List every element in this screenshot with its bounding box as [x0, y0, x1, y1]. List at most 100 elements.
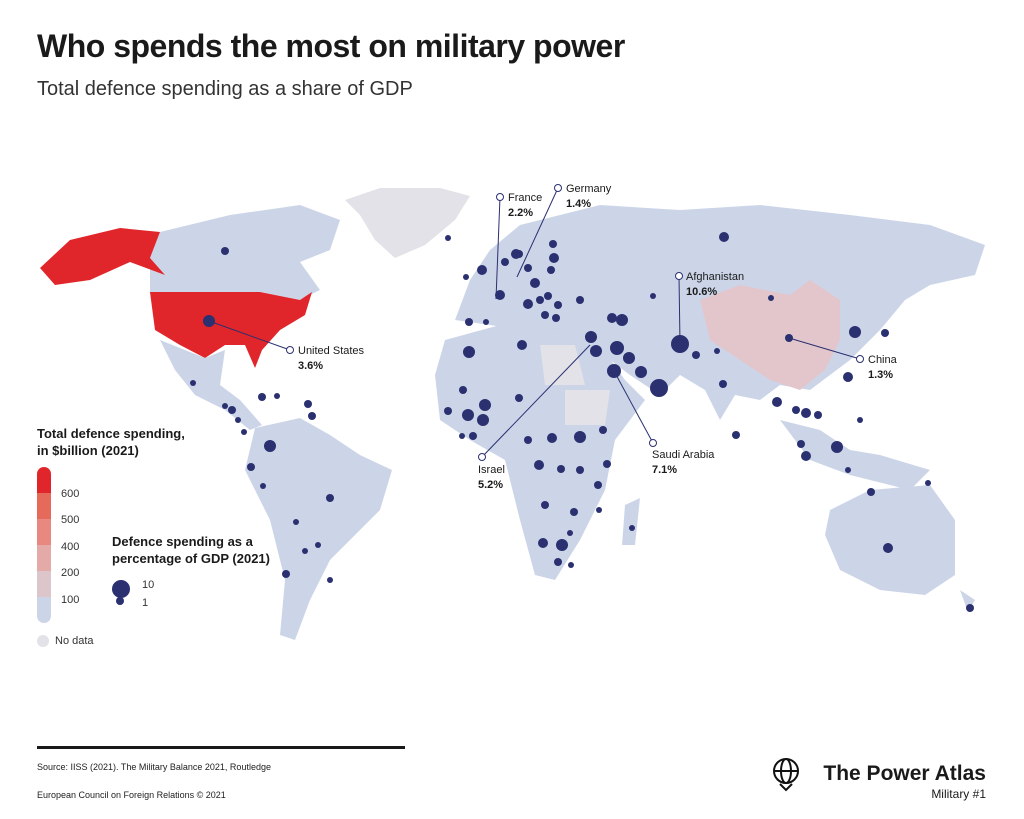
- country-dot[interactable]: [524, 436, 532, 444]
- country-dot[interactable]: [465, 318, 473, 326]
- country-dot[interactable]: [552, 314, 560, 322]
- country-dot[interactable]: [549, 253, 559, 263]
- country-dot[interactable]: [547, 266, 555, 274]
- country-dot[interactable]: [530, 278, 540, 288]
- country-dot[interactable]: [719, 232, 729, 242]
- country-dot[interactable]: [768, 295, 774, 301]
- country-dot[interactable]: [235, 417, 241, 423]
- country-dot[interactable]: [635, 366, 647, 378]
- country-dot[interactable]: [594, 481, 602, 489]
- country-dot[interactable]: [629, 525, 635, 531]
- country-dot[interactable]: [463, 274, 469, 280]
- country-dot[interactable]: [576, 466, 584, 474]
- country-dot[interactable]: [477, 265, 487, 275]
- country-dot[interactable]: [538, 538, 548, 548]
- south-america: [245, 418, 392, 640]
- country-dot[interactable]: [515, 394, 523, 402]
- country-dot[interactable]: [462, 409, 474, 421]
- country-dot[interactable]: [843, 372, 853, 382]
- country-dot[interactable]: [302, 548, 308, 554]
- country-dot[interactable]: [241, 429, 247, 435]
- country-dot[interactable]: [554, 558, 562, 566]
- country-dot[interactable]: [714, 348, 720, 354]
- country-dot[interactable]: [557, 465, 565, 473]
- country-dot[interactable]: [585, 331, 597, 343]
- country-dot[interactable]: [881, 329, 889, 337]
- country-dot[interactable]: [511, 249, 521, 259]
- country-dot[interactable]: [293, 519, 299, 525]
- country-dot[interactable]: [247, 463, 255, 471]
- country-dot[interactable]: [568, 562, 574, 568]
- country-dot[interactable]: [719, 380, 727, 388]
- country-dot[interactable]: [541, 501, 549, 509]
- country-dot[interactable]: [867, 488, 875, 496]
- country-dot[interactable]: [570, 508, 578, 516]
- country-dot[interactable]: [282, 570, 290, 578]
- country-dot[interactable]: [445, 235, 451, 241]
- country-dot[interactable]: [607, 313, 617, 323]
- country-dot[interactable]: [315, 542, 321, 548]
- country-dot[interactable]: [523, 299, 533, 309]
- country-dot[interactable]: [536, 296, 544, 304]
- country-dot[interactable]: [274, 393, 280, 399]
- country-dot[interactable]: [849, 326, 861, 338]
- country-dot[interactable]: [567, 530, 573, 536]
- country-dot[interactable]: [547, 433, 557, 443]
- country-dot[interactable]: [576, 296, 584, 304]
- country-dot[interactable]: [650, 379, 668, 397]
- country-dot[interactable]: [541, 311, 549, 319]
- country-dot[interactable]: [544, 292, 552, 300]
- country-dot[interactable]: [883, 543, 893, 553]
- country-dot[interactable]: [554, 301, 562, 309]
- country-dot[interactable]: [925, 480, 931, 486]
- country-dot[interactable]: [459, 386, 467, 394]
- country-dot[interactable]: [469, 432, 477, 440]
- country-dot[interactable]: [444, 407, 452, 415]
- country-dot[interactable]: [797, 440, 805, 448]
- country-dot[interactable]: [599, 426, 607, 434]
- country-dot[interactable]: [477, 414, 489, 426]
- country-dot[interactable]: [549, 240, 557, 248]
- country-dot[interactable]: [327, 577, 333, 583]
- country-dot[interactable]: [308, 412, 316, 420]
- country-dot[interactable]: [524, 264, 532, 272]
- country-dot[interactable]: [623, 352, 635, 364]
- country-dot[interactable]: [616, 314, 628, 326]
- country-dot[interactable]: [190, 380, 196, 386]
- country-dot[interactable]: [650, 293, 656, 299]
- country-dot[interactable]: [326, 494, 334, 502]
- country-dot[interactable]: [495, 290, 505, 300]
- country-dot[interactable]: [479, 399, 491, 411]
- country-dot[interactable]: [792, 406, 800, 414]
- country-dot[interactable]: [610, 341, 624, 355]
- country-dot[interactable]: [221, 247, 229, 255]
- country-dot[interactable]: [574, 431, 586, 443]
- country-dot[interactable]: [264, 440, 276, 452]
- country-dot[interactable]: [845, 467, 851, 473]
- country-dot[interactable]: [228, 406, 236, 414]
- country-dot[interactable]: [801, 408, 811, 418]
- country-dot[interactable]: [732, 431, 740, 439]
- country-dot[interactable]: [534, 460, 544, 470]
- country-dot[interactable]: [501, 258, 509, 266]
- country-dot[interactable]: [304, 400, 312, 408]
- country-dot[interactable]: [517, 340, 527, 350]
- country-dot[interactable]: [463, 346, 475, 358]
- country-dot[interactable]: [772, 397, 782, 407]
- country-dot[interactable]: [222, 403, 228, 409]
- country-dot[interactable]: [590, 345, 602, 357]
- country-dot[interactable]: [556, 539, 568, 551]
- country-dot[interactable]: [966, 604, 974, 612]
- country-dot[interactable]: [814, 411, 822, 419]
- callout-line: [678, 275, 681, 345]
- country-dot[interactable]: [831, 441, 843, 453]
- country-dot[interactable]: [258, 393, 266, 401]
- country-dot[interactable]: [596, 507, 602, 513]
- country-dot[interactable]: [603, 460, 611, 468]
- country-dot[interactable]: [692, 351, 700, 359]
- country-dot[interactable]: [483, 319, 489, 325]
- country-dot[interactable]: [801, 451, 811, 461]
- country-dot[interactable]: [260, 483, 266, 489]
- country-dot[interactable]: [857, 417, 863, 423]
- country-dot[interactable]: [459, 433, 465, 439]
